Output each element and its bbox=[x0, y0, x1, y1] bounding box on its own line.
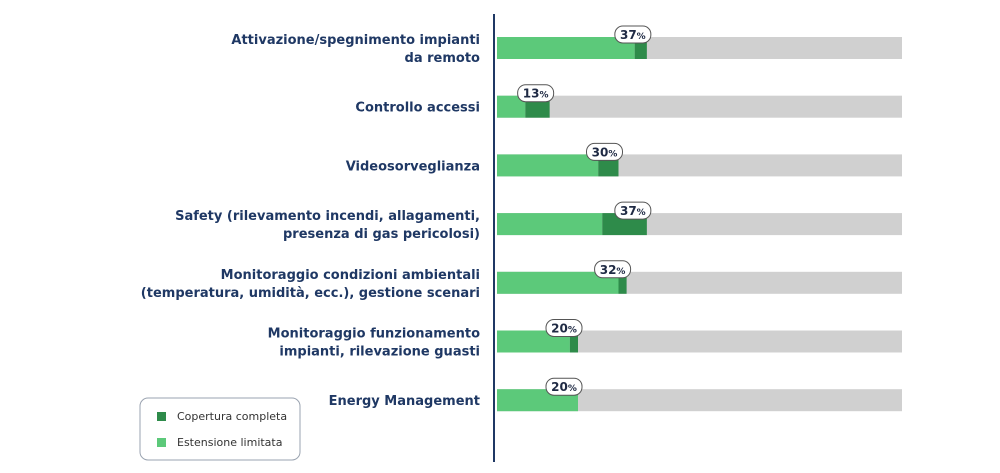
bar-track bbox=[497, 330, 902, 353]
bar-segment-estensione-limitata bbox=[497, 271, 619, 294]
category-label: Videosorveglianza bbox=[346, 159, 480, 174]
legend-swatch bbox=[157, 412, 166, 421]
percent-label: 37% bbox=[620, 204, 646, 218]
percent-callout bbox=[594, 260, 632, 279]
bar-row: Monitoraggio condizioni ambientali (tempe… bbox=[141, 260, 902, 301]
bar-segment-copertura-completa bbox=[569, 330, 578, 353]
bar-row: Monitoraggio funzionamento impianti, rile… bbox=[268, 319, 902, 360]
percent-label: 20% bbox=[551, 380, 577, 394]
legend-label: Copertura completa bbox=[177, 410, 287, 423]
category-label: Controllo accessi bbox=[355, 101, 480, 116]
percent-label: 30% bbox=[592, 145, 618, 159]
bar-track bbox=[497, 389, 902, 412]
bar-row: Controllo accessi 13% bbox=[355, 84, 902, 118]
percent-callout bbox=[614, 25, 652, 44]
bar-row: Energy Management 20% bbox=[329, 377, 902, 412]
bar-segment-estensione-limitata bbox=[497, 37, 635, 59]
category-label: presenza di gas pericolosi) bbox=[283, 227, 480, 242]
chart-rows: Attivazione/spegnimento impianti da remot… bbox=[141, 25, 902, 412]
category-label: Monitoraggio funzionamento bbox=[268, 327, 480, 342]
percent-callout bbox=[586, 142, 623, 161]
percent-label: 13% bbox=[523, 87, 549, 101]
percent-label: 37% bbox=[620, 28, 646, 42]
category-label: Monitoraggio condizioni ambientali bbox=[221, 268, 480, 283]
legend-swatch bbox=[157, 438, 166, 447]
percent-label: 20% bbox=[551, 322, 577, 336]
category-label: Energy Management bbox=[329, 394, 480, 409]
category-label: (temperatura, umidità, ecc.), gestione s… bbox=[141, 286, 480, 301]
bar-segment-estensione-limitata bbox=[497, 213, 603, 236]
percent-callout bbox=[545, 377, 583, 396]
category-label: da remoto bbox=[405, 51, 481, 66]
bar-row: Safety (rilevamento incendi, allagamenti… bbox=[175, 201, 902, 242]
percent-label: 32% bbox=[600, 263, 626, 277]
bar-row: Videosorveglianza 30% bbox=[346, 142, 902, 177]
category-label: Safety (rilevamento incendi, allagamenti… bbox=[175, 209, 480, 224]
percent-callout bbox=[614, 201, 652, 220]
bar-track bbox=[497, 95, 902, 118]
percent-callout bbox=[517, 84, 555, 103]
category-label: Attivazione/spegnimento impianti bbox=[231, 33, 480, 48]
legend-box bbox=[139, 397, 301, 461]
percent-callout bbox=[545, 319, 583, 337]
category-label: impianti, rilevazione guasti bbox=[279, 345, 480, 360]
bar-segment-estensione-limitata bbox=[497, 154, 599, 177]
bar-segment-copertura-completa bbox=[618, 271, 627, 294]
bar-row: Attivazione/spegnimento impianti da remot… bbox=[231, 25, 902, 66]
legend-label: Estensione limitata bbox=[177, 436, 282, 449]
bar-segment-estensione-limitata bbox=[497, 95, 526, 118]
legend: Copertura completa Estensione limitata bbox=[139, 397, 301, 461]
